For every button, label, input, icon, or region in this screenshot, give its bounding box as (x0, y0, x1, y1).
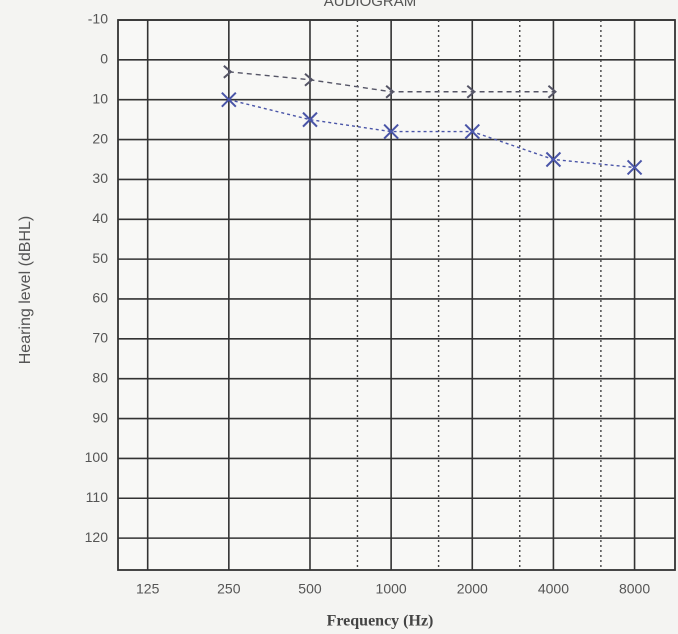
data-point (385, 84, 395, 99)
data-point (626, 159, 643, 176)
x-tick-label: 1000 (376, 581, 407, 597)
y-tick-label: 100 (85, 449, 109, 465)
x-axis-label: Frequency (Hz) (327, 613, 434, 630)
y-tick-label: -10 (88, 11, 108, 27)
y-tick-label: 10 (92, 90, 108, 106)
series-line (228, 71, 554, 93)
x-tick-label: 8000 (619, 581, 650, 597)
y-tick-label: 70 (92, 330, 108, 346)
data-point (383, 123, 399, 140)
y-tick-label: 120 (85, 529, 109, 545)
y-tick-label: 110 (86, 489, 109, 505)
y-tick-label: 60 (92, 290, 108, 306)
y-tick-label: 90 (92, 409, 108, 425)
y-tick-label: 30 (92, 170, 108, 186)
y-tick-label: 50 (92, 250, 108, 266)
y-tick-label: 0 (100, 51, 108, 67)
data-point (221, 92, 237, 108)
data-point (223, 65, 233, 79)
x-tick-label: 500 (298, 581, 322, 597)
data-point (302, 111, 318, 128)
series-line (228, 99, 635, 169)
data-point (466, 84, 476, 99)
data-point (547, 84, 557, 99)
data-point (304, 73, 314, 87)
y-tick-label: 40 (92, 210, 108, 226)
x-tick-label: 250 (217, 581, 241, 597)
y-axis-label: Hearing level (dBHL) (17, 216, 34, 365)
chart-title: AUDIOGRAM (324, 0, 417, 10)
y-tick-label: 80 (92, 369, 108, 385)
x-tick-label: 125 (136, 581, 160, 597)
data-point (464, 123, 480, 140)
y-tick-label: 20 (92, 130, 108, 146)
plot-frame (117, 19, 676, 571)
x-tick-label: 4000 (538, 581, 569, 597)
x-tick-label: 2000 (457, 581, 488, 597)
data-point (545, 151, 562, 168)
